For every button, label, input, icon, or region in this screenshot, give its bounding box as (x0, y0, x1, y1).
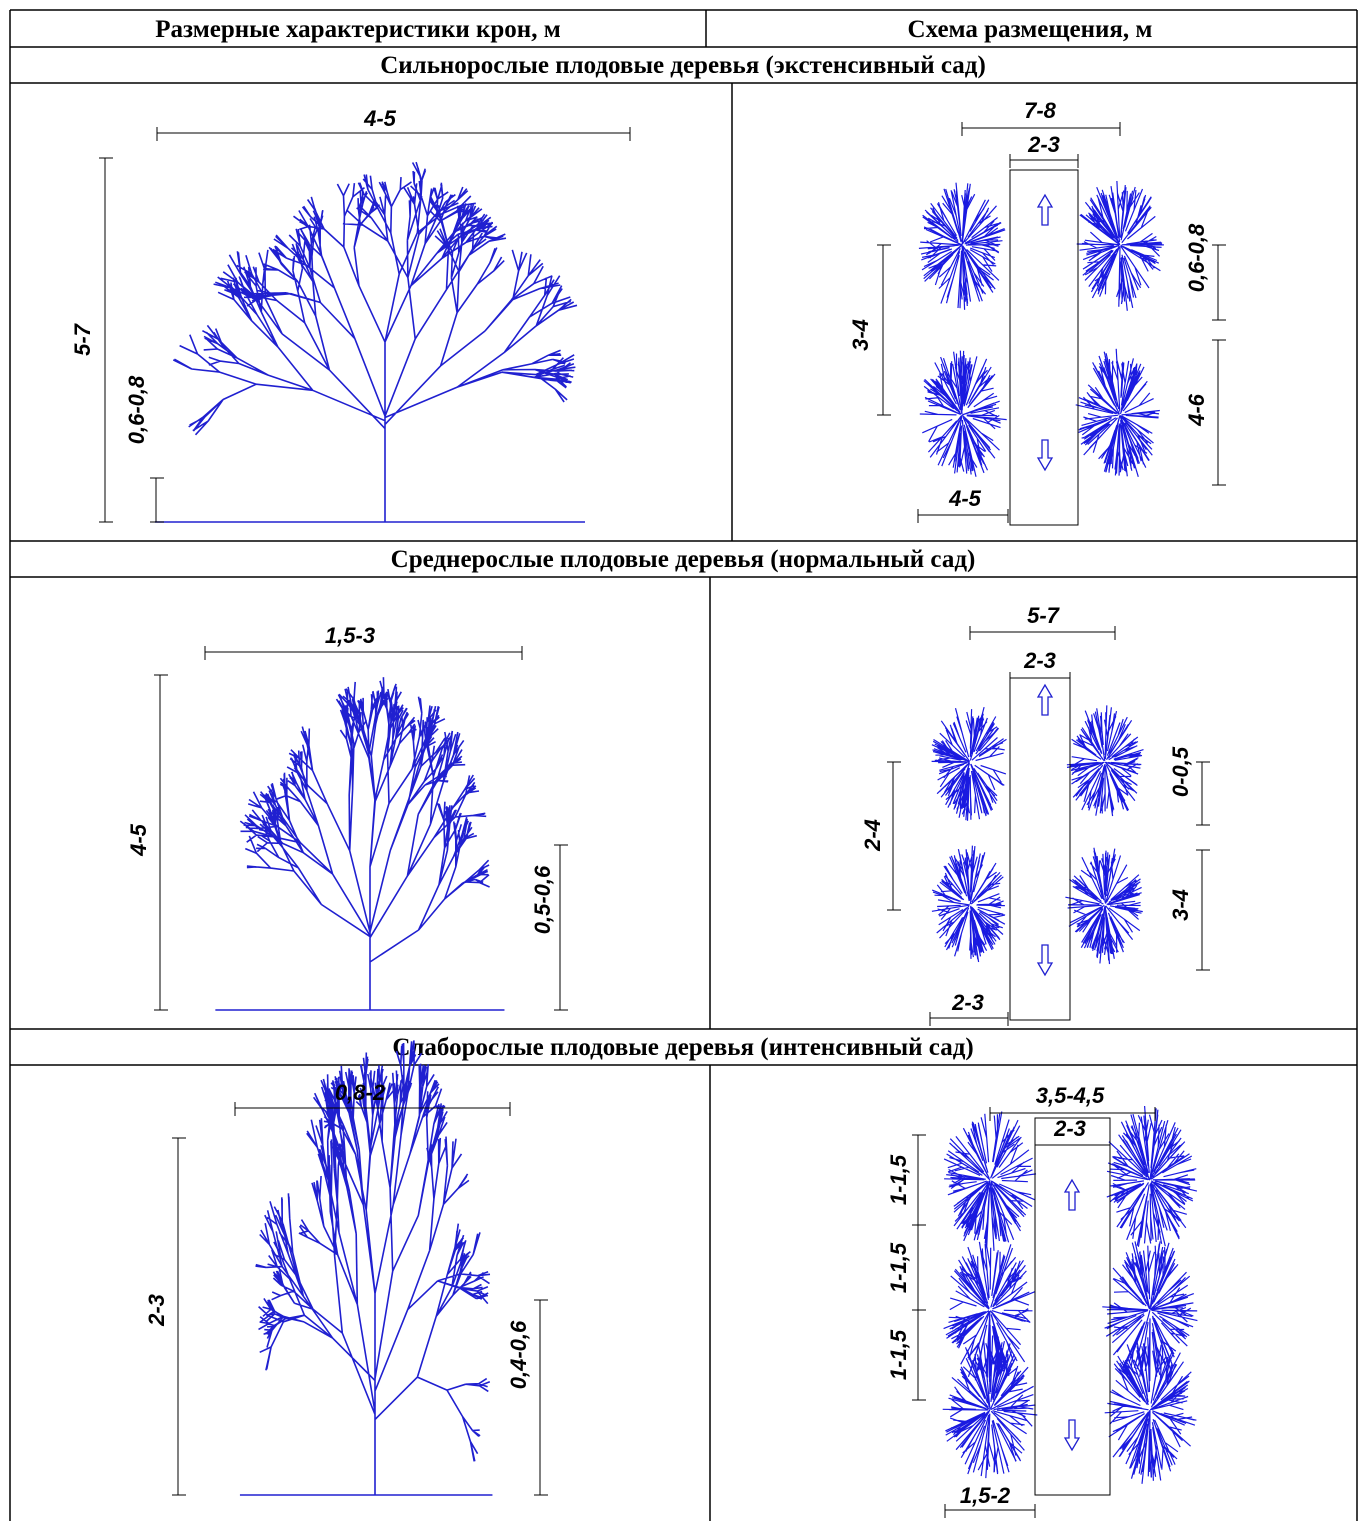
crown-plan (918, 182, 1006, 310)
dimension-label: 0,4-0,6 (506, 1320, 531, 1389)
crown-plan (942, 1335, 1038, 1479)
tree-drawing (239, 677, 490, 1010)
dimension-label: 4-5 (126, 823, 151, 857)
arrow-down (1036, 944, 1054, 977)
crown-plan (1106, 1105, 1198, 1247)
dimension-label: 5-7 (1027, 603, 1061, 628)
crown-plan (1065, 847, 1143, 965)
dimension-label: 4-6 (1184, 393, 1209, 427)
dimension-label: 1,5-3 (325, 623, 375, 648)
arrow-down (1036, 439, 1054, 472)
crown-plan (943, 1111, 1037, 1251)
column-header: Схема размещения, м (908, 16, 1153, 43)
table-grid (9, 9, 1358, 1521)
crown-plan (1076, 180, 1164, 311)
section-title: Слаборослые плодовые деревья (интенсивны… (392, 1034, 973, 1061)
section-title: Среднерослые плодовые деревья (нормальны… (391, 546, 976, 573)
dimension-label: 2-3 (144, 1294, 169, 1327)
tree-drawing (255, 1040, 491, 1495)
dimension-label: 2-3 (1027, 132, 1060, 157)
dimension-label: 5-7 (70, 322, 95, 356)
dimension-label: 0-0,5 (1168, 746, 1193, 797)
dimension-label: 0,5-0,6 (530, 865, 555, 934)
dimension-label: 0,6-0,8 (1184, 223, 1209, 292)
section-title: Сильнорослые плодовые деревья (экстенсив… (380, 52, 986, 79)
dimension-label: 2-3 (1053, 1116, 1086, 1141)
dimension-label: 1,5-2 (960, 1483, 1011, 1508)
crown-plan (1075, 348, 1160, 477)
tree-drawing (172, 161, 578, 522)
dimension-label: 4-5 (948, 486, 982, 511)
crown-plan (919, 350, 1007, 477)
dimension-label: 2-4 (860, 819, 885, 852)
path-lane (1034, 1117, 1111, 1496)
crown-plan (931, 845, 1006, 963)
dimension-label: 1-1,5 (886, 1242, 911, 1293)
crown-plan (1102, 1241, 1198, 1382)
arrow-up (1036, 193, 1054, 226)
arrow-up (1063, 1178, 1081, 1211)
arrow-down (1063, 1419, 1081, 1452)
dimension-label: 2-3 (951, 990, 984, 1015)
dimension-label: 1-1,5 (886, 1329, 911, 1380)
arrow-up (1036, 683, 1054, 716)
dimension-label: 3,5-4,5 (1036, 1083, 1105, 1108)
dimension-label: 1-1,5 (886, 1154, 911, 1205)
crown-plan (931, 706, 1007, 821)
dimension-label: 4-5 (363, 106, 397, 131)
dimension-label: 0,6-0,8 (124, 375, 149, 444)
dimension-label: 3-4 (1168, 889, 1193, 921)
dimension-label: 7-8 (1024, 98, 1057, 123)
crown-plan (1104, 1337, 1197, 1484)
dimension-label: 2-3 (1023, 648, 1056, 673)
column-header: Размерные характеристики крон, м (155, 16, 561, 43)
dimension-label: 0,8-2 (335, 1080, 386, 1105)
crown-plan (1066, 705, 1144, 817)
dimension-label: 3-4 (848, 319, 873, 351)
path-lane (1009, 169, 1079, 526)
path-lane (1009, 677, 1071, 1021)
